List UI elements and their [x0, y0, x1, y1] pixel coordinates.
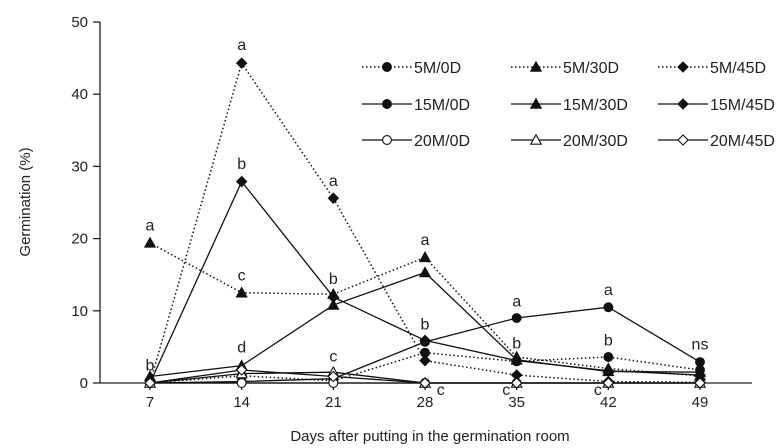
- data-point: [419, 377, 431, 389]
- significance-letter: b: [146, 358, 155, 375]
- data-point: [418, 251, 432, 263]
- data-point: [603, 352, 614, 362]
- data-point: [694, 377, 706, 389]
- significance-letter: d: [237, 340, 246, 357]
- y-tick-label: 40: [71, 86, 88, 103]
- data-point: [419, 354, 431, 367]
- data-point: [602, 364, 615, 377]
- data-point: [327, 298, 340, 310]
- significance-letter: c: [594, 382, 602, 399]
- legend-item: 15M/0D: [362, 97, 470, 114]
- significance-letter: b: [604, 332, 613, 349]
- y-tick-label: 30: [71, 158, 88, 175]
- legend-marker: [529, 133, 543, 145]
- significance-letter: c: [437, 382, 445, 399]
- data-point: [235, 286, 248, 298]
- legend-label: 15M/45D: [710, 97, 775, 114]
- legend-label: 20M/30D: [563, 133, 628, 150]
- data-point: [510, 354, 523, 367]
- legend-marker: [382, 135, 392, 145]
- legend-marker: [382, 99, 392, 109]
- data-point: [235, 57, 248, 69]
- significance-letter: a: [421, 232, 430, 249]
- significance-letters: a b c d a b a b c a b c a b c a b c ns: [146, 37, 709, 399]
- legend-label: 5M/30D: [563, 60, 619, 77]
- data-point: [327, 291, 340, 303]
- y-tick-label: 0: [80, 375, 88, 392]
- x-tick-label: 21: [325, 394, 342, 411]
- x-tick-label: 14: [233, 394, 250, 411]
- legend-label: 15M/0D: [414, 97, 470, 114]
- legend-label: 20M/45D: [710, 133, 775, 150]
- data-point: [510, 377, 523, 389]
- y-ticks: 0 10 20 30 40 50: [71, 14, 100, 392]
- data-point: [419, 334, 431, 347]
- legend-marker: [677, 134, 689, 146]
- significance-letter: c: [238, 267, 246, 284]
- y-tick-label: 50: [71, 14, 88, 31]
- legend-label: 20M/0D: [414, 133, 470, 150]
- significance-letter: a: [329, 173, 338, 190]
- data-point: [143, 236, 157, 248]
- legend-label: 15M/30D: [563, 97, 628, 114]
- significance-letter: c: [502, 382, 510, 399]
- data-point: [695, 357, 705, 368]
- y-axis-title: Germination (%): [17, 147, 34, 256]
- x-tick-label: 28: [417, 394, 434, 411]
- legend-item: 20M/45D: [658, 133, 775, 150]
- significance-letter: b: [329, 271, 338, 288]
- legend-marker: [382, 62, 392, 72]
- series-20m-45d: [144, 364, 706, 389]
- legend-label: 5M/0D: [414, 60, 461, 77]
- x-tick-label: 42: [600, 394, 617, 411]
- significance-letter: a: [604, 282, 613, 299]
- data-point: [236, 378, 247, 388]
- legend-item: 15M/30D: [511, 97, 628, 114]
- legend-marker: [677, 98, 689, 110]
- data-point: [235, 175, 248, 188]
- data-point: [418, 266, 432, 278]
- significance-letter: a: [512, 293, 521, 310]
- y-tick-label: 20: [71, 231, 88, 248]
- series-layer: [143, 57, 707, 389]
- legend-marker: [529, 60, 543, 72]
- legend-item: 20M/30D: [511, 133, 628, 150]
- x-tick-label: 49: [692, 394, 709, 411]
- data-point: [327, 192, 340, 204]
- significance-letter: ns: [692, 337, 709, 354]
- significance-letter: b: [421, 317, 430, 334]
- data-point: [235, 364, 248, 376]
- legend-label: 5M/45D: [710, 60, 766, 77]
- x-tick-label: 35: [508, 394, 525, 411]
- legend-marker: [677, 61, 689, 73]
- data-point: [144, 377, 156, 389]
- legend-item: 5M/45D: [658, 60, 766, 77]
- x-axis-title: Days after putting in the germination ro…: [290, 428, 569, 445]
- data-point: [511, 313, 522, 323]
- significance-letter: a: [146, 218, 155, 235]
- significance-letter: c: [329, 348, 337, 365]
- significance-letter: b: [237, 156, 246, 173]
- significance-letter: a: [237, 37, 246, 54]
- y-tick-label: 10: [71, 303, 88, 320]
- legend: 5M/0D 5M/30D 5M/45D 15M/0D 15M/30D 15M/45D 20M…: [362, 60, 775, 150]
- legend-item: 15M/45D: [658, 97, 775, 114]
- legend-item: 5M/0D: [362, 60, 461, 77]
- data-point: [602, 377, 615, 389]
- x-tick-label: 7: [146, 394, 154, 411]
- legend-item: 20M/0D: [362, 133, 470, 150]
- data-point: [327, 370, 340, 383]
- legend-marker: [529, 97, 543, 109]
- significance-letter: b: [512, 335, 521, 352]
- data-point: [603, 302, 614, 313]
- legend-item: 5M/30D: [511, 60, 619, 77]
